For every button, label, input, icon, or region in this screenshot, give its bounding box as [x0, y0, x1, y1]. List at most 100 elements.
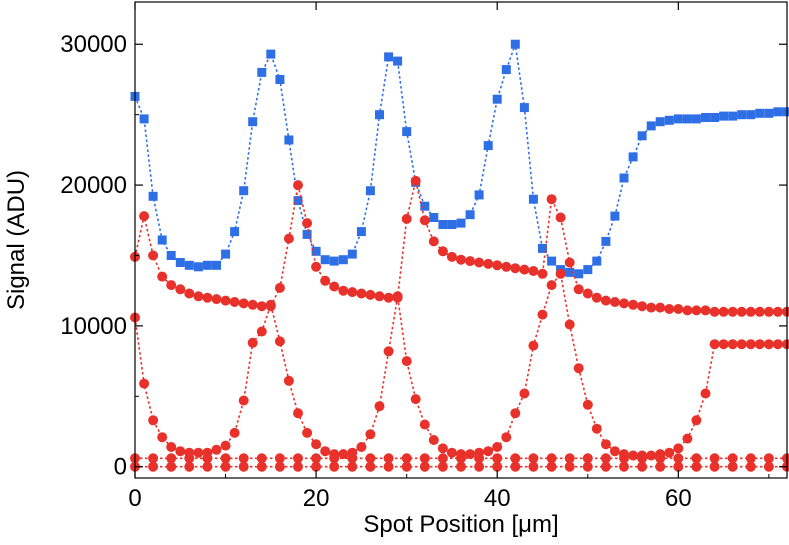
data-point: [691, 305, 702, 316]
data-point: [754, 339, 765, 350]
data-point: [655, 117, 665, 127]
data-point: [528, 266, 539, 276]
y-tick-label: 30000: [60, 31, 127, 58]
data-point: [274, 461, 285, 472]
data-point: [311, 261, 322, 272]
data-point: [519, 103, 529, 113]
data-point: [383, 346, 394, 357]
data-point: [148, 250, 159, 261]
data-point: [175, 446, 186, 457]
data-point: [274, 453, 285, 464]
data-point: [230, 227, 240, 237]
y-tick-label: 20000: [60, 172, 127, 199]
data-point: [275, 75, 285, 84]
data-point: [538, 243, 547, 253]
data-point: [519, 264, 530, 275]
data-point: [302, 427, 313, 438]
data-point: [338, 285, 349, 296]
data-point: [265, 299, 276, 310]
data-point: [755, 108, 765, 118]
data-point: [356, 227, 366, 237]
data-point: [347, 287, 358, 298]
data-point: [311, 246, 321, 256]
data-point: [338, 449, 349, 460]
data-point: [238, 298, 249, 309]
data-point: [691, 415, 702, 426]
data-point: [465, 210, 475, 220]
data-point: [646, 121, 656, 131]
data-point: [202, 461, 213, 472]
data-point: [175, 284, 186, 295]
data-point: [546, 453, 557, 464]
data-point: [329, 461, 340, 472]
data-point: [483, 258, 494, 269]
data-point: [700, 305, 711, 316]
data-point: [320, 255, 330, 265]
data-point: [727, 306, 738, 317]
data-point: [139, 114, 149, 124]
data-point: [365, 429, 376, 440]
data-point: [365, 461, 376, 472]
data-point: [401, 213, 412, 224]
data-point: [257, 67, 267, 77]
data-point: [365, 453, 376, 464]
data-point: [447, 220, 457, 229]
data-point: [193, 447, 204, 458]
data-point: [375, 110, 384, 120]
data-point: [229, 427, 240, 438]
data-point: [655, 453, 666, 464]
data-point: [383, 453, 394, 464]
data-point: [737, 110, 747, 120]
data-point: [727, 453, 738, 464]
data-point: [247, 337, 258, 348]
data-point: [510, 39, 520, 49]
data-point: [772, 306, 783, 317]
data-point: [501, 261, 512, 272]
x-tick-label: 60: [665, 485, 692, 512]
data-point: [474, 257, 485, 268]
data-point: [274, 336, 285, 347]
data-point: [764, 108, 774, 118]
data-point: [591, 292, 602, 303]
data-point: [456, 218, 466, 228]
data-point: [256, 301, 267, 312]
data-point: [220, 453, 231, 464]
data-point: [637, 453, 648, 464]
data-point: [710, 113, 720, 122]
data-point: [709, 453, 720, 464]
data-point: [419, 453, 430, 464]
data-point: [238, 453, 249, 464]
data-point: [329, 281, 340, 292]
data-point: [148, 191, 158, 201]
data-point: [754, 306, 765, 317]
data-point: [311, 461, 322, 472]
data-point: [419, 461, 430, 472]
data-point: [619, 453, 629, 464]
data-point: [392, 291, 403, 302]
data-point: [537, 268, 548, 279]
data-point: [221, 249, 231, 259]
data-point: [691, 453, 702, 464]
data-point: [283, 375, 294, 386]
series-baseline-upper: [130, 453, 789, 464]
data-point: [492, 94, 502, 104]
data-point: [401, 461, 412, 472]
data-point: [673, 461, 684, 472]
data-point: [401, 453, 412, 464]
data-point: [483, 446, 494, 457]
data-point: [184, 288, 195, 299]
data-point: [212, 260, 221, 270]
data-point: [220, 295, 231, 306]
data-point: [456, 461, 466, 472]
data-point: [719, 111, 729, 121]
data-point: [718, 306, 729, 317]
data-point: [501, 65, 511, 75]
data-point: [510, 408, 521, 419]
data-point: [202, 292, 213, 303]
data-point: [546, 194, 557, 205]
data-point: [220, 461, 231, 472]
data-point: [184, 260, 194, 270]
data-point: [664, 115, 674, 125]
data-point: [664, 447, 675, 458]
